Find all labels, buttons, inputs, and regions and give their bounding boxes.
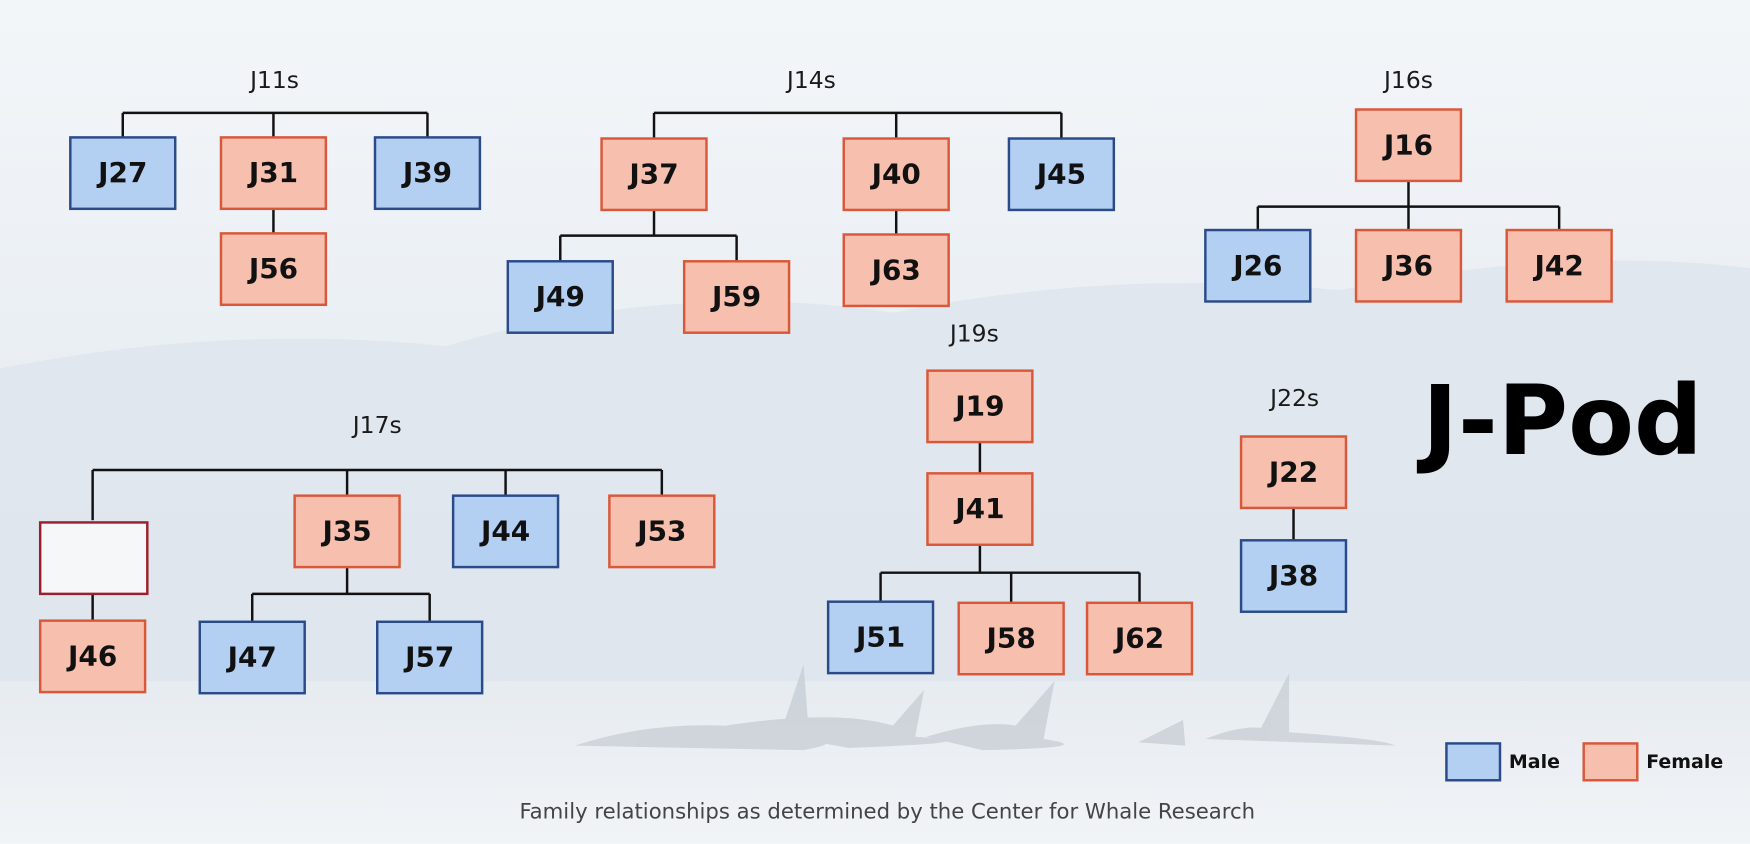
- whale-box: [1505, 228, 1613, 303]
- whale-box: [1354, 108, 1463, 183]
- whale-box: [198, 620, 306, 695]
- whale-label: J40: [870, 157, 921, 190]
- whale-box: [1204, 228, 1312, 303]
- whale-label: J56: [247, 252, 298, 285]
- family: J22s J22 J38: [1239, 384, 1348, 613]
- whale-label: J36: [1382, 249, 1433, 282]
- whale-label: J59: [710, 280, 761, 313]
- whale-label: J49: [534, 280, 585, 313]
- whale-box: [842, 233, 950, 308]
- whale-label: J41: [953, 492, 1004, 525]
- whale-label: J58: [985, 622, 1036, 655]
- whale-box: [373, 136, 482, 211]
- whale-label: J35: [320, 514, 371, 547]
- whale-box: [451, 494, 560, 569]
- family-title: J17s: [351, 411, 402, 439]
- legend-swatch: [1582, 742, 1639, 782]
- family: J14s J37 J40 J45 J49 J59 J63: [506, 66, 1116, 334]
- whale-box: [926, 472, 1034, 546]
- whale-label: J63: [870, 253, 921, 286]
- legend: Male Female: [1445, 742, 1723, 782]
- whale-box: [1085, 601, 1194, 676]
- whale-label: J51: [854, 621, 905, 654]
- whale-label: J19: [953, 389, 1004, 422]
- whale-label: J42: [1533, 249, 1584, 282]
- family: J11s J27 J31 J39 J56: [69, 66, 482, 307]
- whale-label: J26: [1231, 249, 1282, 282]
- legend-swatch: [1445, 742, 1502, 782]
- family-title: J19s: [948, 319, 999, 347]
- whale-box: [38, 619, 147, 694]
- whale-label: J47: [226, 641, 277, 674]
- whale-label: J45: [1035, 157, 1086, 190]
- whale-label: J39: [401, 156, 452, 189]
- whale-box: [682, 260, 791, 334]
- whale-box: [293, 494, 401, 569]
- whale-box: [506, 260, 614, 334]
- family-title: J22s: [1268, 384, 1319, 412]
- whale-label: J16: [1382, 128, 1433, 161]
- orcas: [574, 664, 1396, 751]
- whale-label: J22: [1267, 455, 1318, 488]
- whale-box: [1239, 435, 1348, 510]
- legend-label: Male: [1509, 751, 1560, 773]
- whale-label: J31: [247, 156, 298, 189]
- whale-box: [376, 620, 484, 695]
- whale-box: [69, 136, 177, 211]
- caption: Family relationships as determined by th…: [519, 799, 1255, 824]
- whale-box: [219, 232, 328, 307]
- whale-box: [219, 136, 328, 211]
- whale-label: J27: [96, 156, 147, 189]
- family-title: J14s: [785, 66, 836, 94]
- whale-box: [957, 601, 1065, 676]
- family: J19s J19 J41 J51 J58 J62: [826, 319, 1194, 676]
- family: J16s J16 J26 J36 J42: [1204, 66, 1613, 303]
- whale-box: [1007, 137, 1116, 212]
- whale-box: [600, 137, 708, 212]
- whale-label: J62: [1113, 622, 1164, 655]
- family: J17s J35 J44 J53 J46 J47 J57: [38, 411, 716, 695]
- whale-label: J46: [66, 639, 117, 672]
- family-title: J16s: [1382, 66, 1433, 94]
- pod-title: J-Pod: [1416, 365, 1703, 477]
- whale-label: J38: [1267, 559, 1318, 592]
- whale-box: [608, 494, 716, 569]
- whale-box: [926, 369, 1034, 444]
- whale-box: [826, 600, 935, 675]
- whale-label: J37: [627, 157, 678, 190]
- whale-box: [1239, 539, 1348, 613]
- whale-box: [842, 137, 950, 212]
- whale-box: [1354, 228, 1463, 303]
- whale-label: J57: [403, 641, 454, 674]
- whale-label: J53: [635, 514, 686, 547]
- family-title: J11s: [248, 66, 299, 94]
- legend-label: Female: [1646, 751, 1723, 773]
- unknown-parent-box: [38, 521, 149, 596]
- whale-label: J44: [479, 514, 530, 547]
